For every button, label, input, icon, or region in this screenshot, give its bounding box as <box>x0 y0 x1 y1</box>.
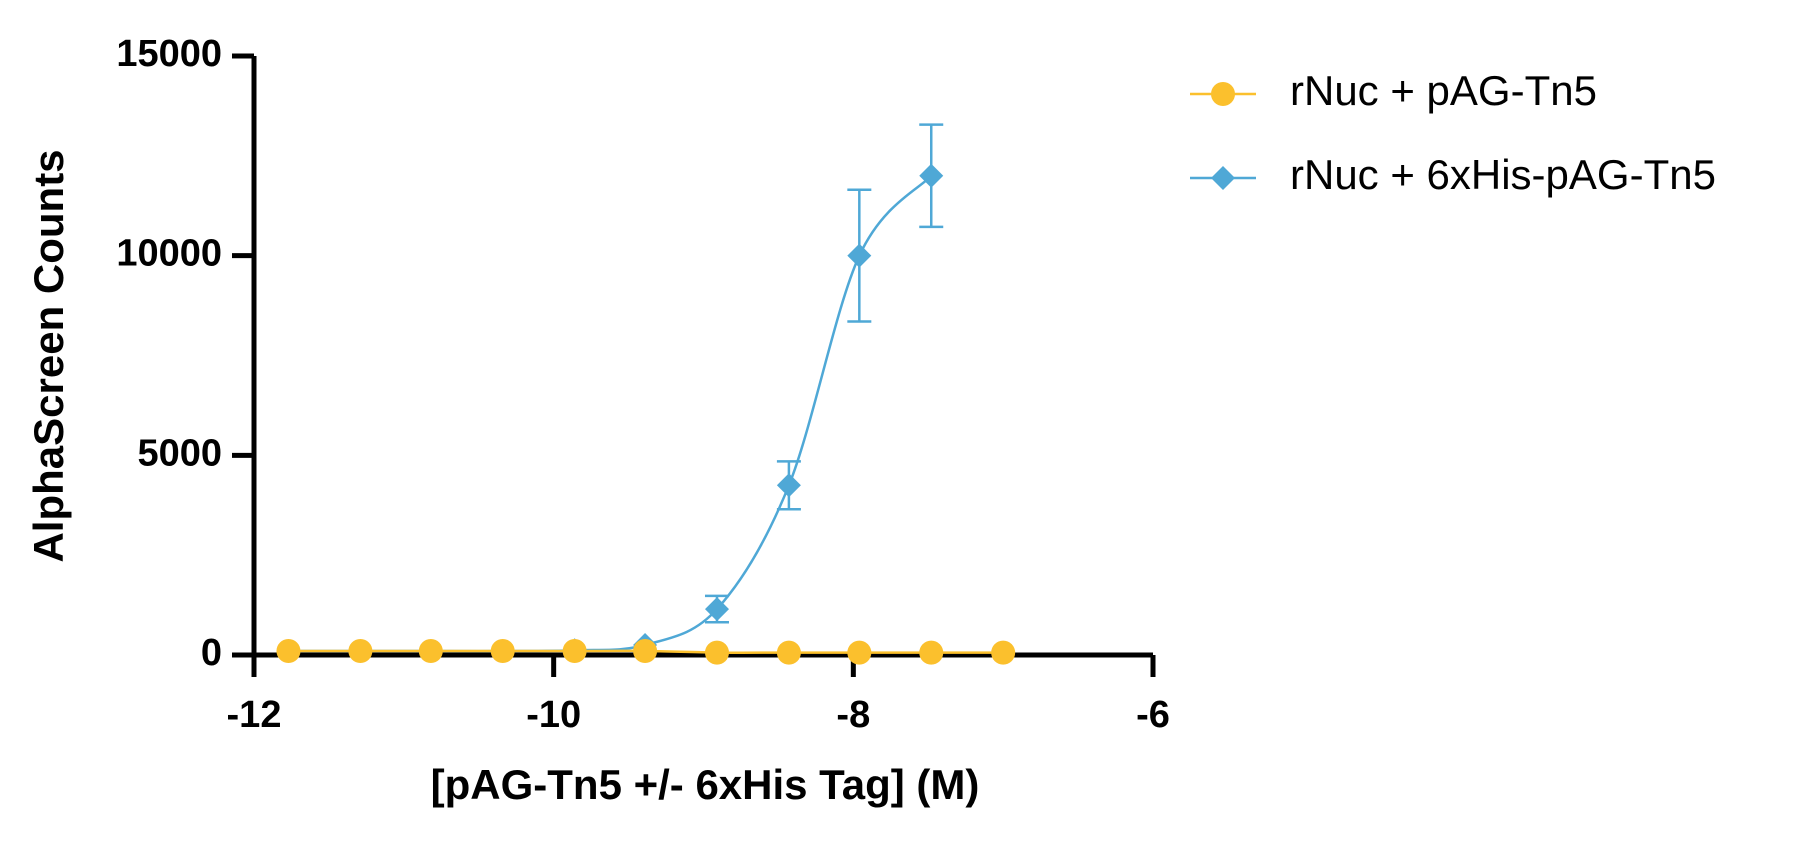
data-point <box>348 639 373 664</box>
legend-marker <box>1211 166 1235 190</box>
y-tick-label: 10000 <box>116 233 222 275</box>
x-tick-label: -10 <box>526 694 581 736</box>
legend-marker <box>1211 82 1235 106</box>
legend-label: rNuc + pAG-Tn5 <box>1290 67 1597 114</box>
y-tick-label: 0 <box>201 632 222 674</box>
data-point <box>704 597 729 622</box>
x-axis-title: [pAG-Tn5 +/- 6xHis Tag] (M) <box>431 761 980 808</box>
data-point <box>704 640 729 665</box>
x-tick-label: -8 <box>836 694 870 736</box>
y-tick-label: 5000 <box>137 432 222 474</box>
series-line <box>288 174 933 653</box>
data-point <box>776 640 801 665</box>
data-point <box>562 639 587 664</box>
x-tick-label: -6 <box>1136 694 1170 736</box>
x-tick-label: -12 <box>227 694 282 736</box>
legend-label: rNuc + 6xHis-pAG-Tn5 <box>1290 151 1716 198</box>
data-point <box>418 639 443 664</box>
data-point <box>919 163 944 188</box>
data-point <box>776 473 801 498</box>
y-tick-label: 15000 <box>116 33 222 75</box>
data-point <box>847 640 872 665</box>
data-point <box>490 639 515 664</box>
data-point <box>991 640 1016 665</box>
data-point <box>919 640 944 665</box>
data-point <box>276 639 301 664</box>
y-axis-title: AlphaScreen Counts <box>25 149 72 562</box>
data-point <box>847 243 872 268</box>
data-point <box>633 639 658 664</box>
